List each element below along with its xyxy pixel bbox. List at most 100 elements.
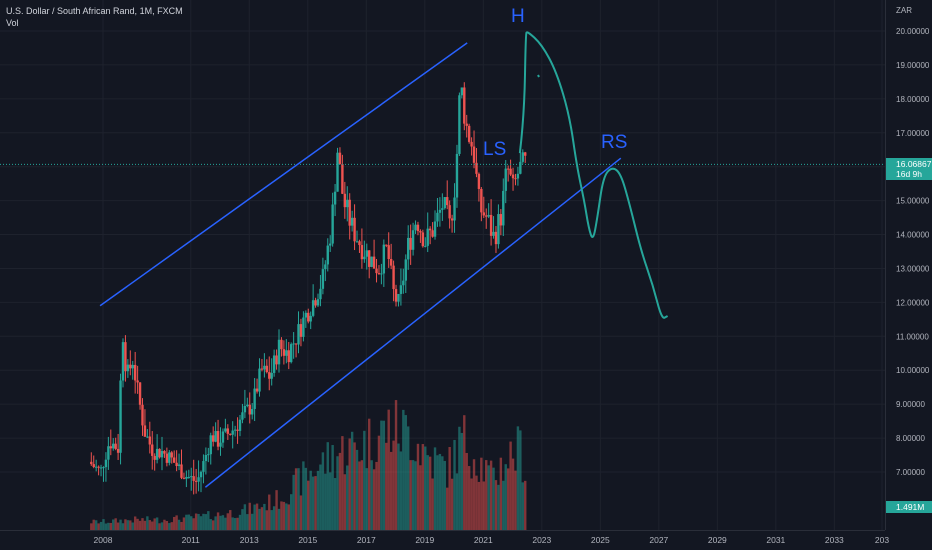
price-tick-label: 18.00000 <box>896 95 930 104</box>
candle-body <box>109 446 113 449</box>
candle-body <box>389 259 393 266</box>
candle-body <box>497 214 500 245</box>
candle-body <box>238 419 242 431</box>
volume-bar <box>389 451 393 530</box>
candle-body <box>502 190 505 226</box>
candle-body <box>455 153 459 198</box>
channel-lines[interactable] <box>99 42 622 488</box>
candle-body <box>419 231 422 233</box>
candle-body <box>411 230 415 250</box>
volume-bar <box>214 516 217 530</box>
candle-body <box>121 342 125 381</box>
volume-bar <box>363 430 366 530</box>
candle-body <box>475 162 478 174</box>
candle-body <box>260 368 264 370</box>
volume-bar <box>233 518 237 530</box>
left-shoulder-label[interactable]: LS <box>483 139 506 160</box>
volume-bar <box>392 440 395 530</box>
volume-bar <box>270 510 273 530</box>
candle-body <box>363 256 366 260</box>
candle-body <box>297 324 300 345</box>
countdown-timer: 16d 9h <box>896 169 922 179</box>
candle-body <box>280 339 283 350</box>
candle-body <box>375 268 378 274</box>
volume-bar <box>331 445 334 530</box>
volume-bar <box>419 465 422 530</box>
volume-bar <box>446 487 449 530</box>
candle-body <box>324 264 327 270</box>
volume-bar <box>346 465 349 530</box>
volume-bar <box>524 480 527 530</box>
candle-body <box>360 245 364 260</box>
time-tick-label: 2013 <box>240 535 259 545</box>
volume-bar <box>241 509 244 530</box>
volume-bar <box>338 452 342 530</box>
candle-body <box>314 300 317 306</box>
price-tick-label: 9.00000 <box>896 400 925 409</box>
candle-body <box>107 446 110 460</box>
candle-body <box>321 269 325 289</box>
volume-bar <box>151 521 154 530</box>
volume-bar <box>285 503 288 530</box>
volume-bar <box>302 461 305 530</box>
volume-bar <box>453 439 456 530</box>
volume-bar <box>387 409 390 530</box>
volume-bar <box>168 523 171 530</box>
candle-body <box>441 208 444 210</box>
candle-body <box>331 204 334 244</box>
head-label[interactable]: H <box>511 6 525 27</box>
time-ticks: 2008 2011 2013 2015 2017 2019 2021 2023 2025 2027… <box>94 535 890 545</box>
volume-bar <box>450 478 454 530</box>
symbol-title[interactable]: U.S. Dollar / South African Rand, 1M, FX… <box>6 6 183 16</box>
candle-body <box>146 436 149 438</box>
candle-body <box>499 214 503 226</box>
volume-bar <box>275 490 278 530</box>
price-tick-label: 12.00000 <box>896 298 930 307</box>
candle-body <box>199 471 203 478</box>
candle-body <box>190 476 193 478</box>
volume-bar <box>243 504 247 530</box>
volume-bar <box>504 464 507 530</box>
candle-body <box>285 350 288 356</box>
volume-bar <box>309 470 312 530</box>
volume-indicator-label[interactable]: Vol <box>6 18 19 28</box>
candle-body <box>397 293 400 302</box>
projection-path[interactable] <box>518 31 669 319</box>
volume-bar <box>250 513 254 530</box>
candle-body <box>516 173 520 179</box>
candle-body <box>129 364 132 369</box>
candle-body <box>414 224 417 231</box>
candle-body <box>158 448 161 458</box>
time-tick-label: 2015 <box>298 535 317 545</box>
candle-body <box>165 453 169 463</box>
volume-bar <box>477 481 481 530</box>
volume-bar <box>255 503 259 530</box>
volume-bar <box>224 517 227 530</box>
candle-body <box>353 217 356 242</box>
candle-body <box>104 459 108 468</box>
candle-body <box>194 480 198 482</box>
time-tick-label: 2021 <box>474 535 493 545</box>
time-axis[interactable]: 2008 2011 2013 2015 2017 2019 2021 2023 2025 2027… <box>0 530 890 546</box>
candle-body <box>241 412 244 420</box>
candle-body <box>307 312 310 322</box>
candle-body <box>299 324 303 337</box>
price-tick-label: 11.00000 <box>896 332 929 341</box>
volume-bar <box>499 457 503 530</box>
volume-bar <box>516 426 520 530</box>
right-shoulder-label[interactable]: RS <box>601 132 627 153</box>
volume-bar <box>375 461 378 530</box>
candle-body <box>506 168 510 170</box>
candle-body <box>311 300 315 316</box>
volume-bar <box>311 476 315 530</box>
price-tick-label: 14.00000 <box>896 231 930 240</box>
candle-body <box>126 364 130 372</box>
price-axis[interactable]: ZAR 20.00000 19.00000 18.00000 17.00000 16.0… <box>885 0 932 530</box>
price-tick-label: 20.00000 <box>896 27 930 36</box>
volume-bar <box>265 510 269 530</box>
candle-body <box>221 431 225 443</box>
volume-bar <box>219 515 222 530</box>
grid <box>0 0 885 530</box>
candle-body <box>480 188 483 213</box>
